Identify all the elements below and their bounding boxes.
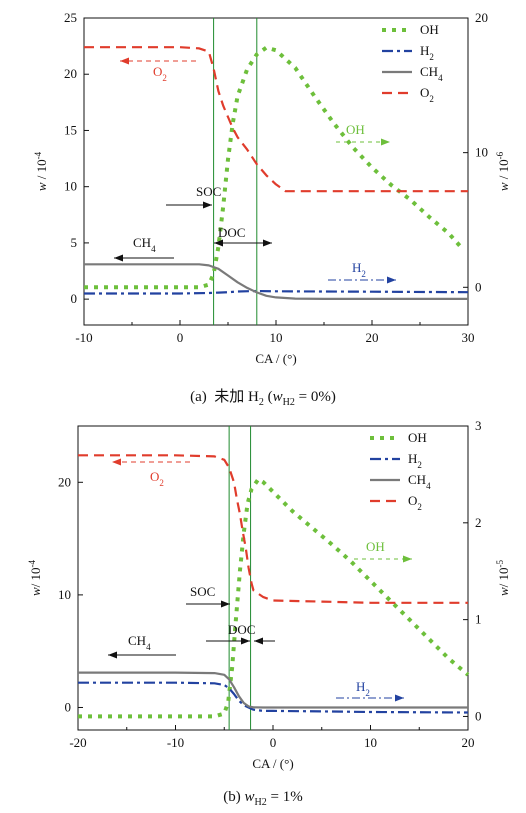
x-tick-label: 30 [462,330,475,345]
series-ch4 [78,671,468,709]
y-left-tick-label: 20 [58,474,71,489]
y-left-tick-label: 5 [71,235,78,250]
legend-label-oh: OH [420,22,439,37]
legend-label-h2: H2 [408,451,422,470]
series-h2 [84,289,469,295]
legend-label-oh: OH [408,430,427,445]
y-left-tick-label: 25 [64,10,77,25]
series-oh [84,45,465,290]
y-right-axis-label: w / 10-6 [495,151,511,191]
caption-a-prefix: (a) [190,389,207,405]
caption-a: (a) 未加 H2 (wH2 = 0%) [0,385,526,408]
y-left-tick-label: 15 [64,122,77,137]
annotation-soc: SOC [190,584,215,599]
legend-label-o2: O2 [420,85,434,104]
annotation-doc: DOC [218,225,245,240]
y-right-tick-label: 1 [475,612,482,627]
annotation-arrow-lab-ch4-head [114,254,123,262]
caption-a-var: w [272,389,283,405]
y-right-tick-label: 2 [475,515,482,530]
series-oh [78,477,470,719]
caption-b-prefix: (b) [223,789,241,805]
annotation-lab-o2: O2 [153,64,167,83]
y-left-tick-label: 10 [58,587,71,602]
y-left-tick-label: 10 [64,179,77,194]
y-right-tick-label: 0 [475,708,482,723]
legend-label-ch4: CH4 [420,64,443,83]
y-left-tick-label: 0 [71,291,78,306]
caption-b-value: = 1% [266,789,303,805]
y-left-axis-label: w / 10-4 [33,151,49,191]
annotation-arrow-lab-o2-head [112,458,121,466]
chart-panel-a: -10 0 10 20 30 0 5 10 15 20 25 0 10 20 CA / (°) w / 10-… [33,10,511,366]
y-right-tick-label: 0 [475,279,482,294]
annotation-arrow-soc-head [203,201,212,209]
x-tick-label: 0 [270,735,277,750]
annotation-lab-ch4: CH4 [133,235,156,254]
annotation-lab-h2: H2 [356,679,370,698]
annotation-arrow-lab-oh-head [381,138,390,146]
x-tick-label: -10 [167,735,184,750]
caption-b: (b) wH2 = 1% [0,789,526,808]
y-right-axis-label: w/ 10-5 [495,559,511,596]
annotation-soc: SOC [196,184,221,199]
x-tick-label: 20 [366,330,379,345]
legend-label-h2: H2 [420,43,434,62]
x-tick-label: 10 [270,330,283,345]
caption-a-paren: ( [263,389,273,405]
y-right-tick-label: 20 [475,10,488,25]
annotation-arrow-doc-head [263,239,272,247]
x-axis-label: CA / (°) [252,756,293,771]
legend-label-ch4: CH4 [408,472,431,491]
caption-b-var: w [244,789,255,805]
legend-label-o2: O2 [408,493,422,512]
annotation-arrow-lab-oh-head [403,555,412,563]
caption-a-text: 未加 H [214,389,259,405]
x-tick-label: 0 [177,330,184,345]
annotation-doc: DOC [228,622,255,637]
series-o2 [84,46,468,193]
plot-frame [83,17,469,326]
annotation-arrow-lab-o2-head [120,57,129,65]
x-tick-label: 10 [364,735,377,750]
series-o2 [78,454,468,604]
x-tick-label: -10 [75,330,92,345]
annotation-arrow-lab-h2-head [387,276,396,284]
annotation-lab-ch4: CH4 [128,633,151,652]
annotation-lab-h2: H2 [352,260,366,279]
annotation-arrow-lab-ch4-head [108,651,117,659]
caption-b-var-sub: H2 [254,797,267,808]
caption-a-var-sub: H2 [282,397,295,408]
y-left-tick-label: 0 [65,699,72,714]
series-ch4 [84,263,468,300]
x-axis-label: CA / (°) [255,351,296,366]
y-right-tick-label: 3 [475,418,482,433]
annotation-lab-oh: OH [346,122,365,137]
annotation-lab-o2: O2 [150,469,164,488]
caption-a-value: = 0%) [294,389,336,405]
y-left-tick-label: 20 [64,66,77,81]
caption-a-text-sub: 2 [258,397,264,408]
annotation-arrow-soc-head [221,600,230,608]
annotation-arrow-doc-head [241,637,250,645]
annotation-arrow-back-doc-head [214,239,223,247]
annotation-arrow-lab-h2-head [395,694,404,702]
y-left-axis-label: w/ 10-4 [27,559,43,596]
x-tick-label: -20 [69,735,86,750]
series-h2 [78,681,469,714]
y-right-tick-label: 10 [475,145,488,160]
annotation-arrow-back-doc-head [254,637,263,645]
annotation-lab-oh: OH [366,539,385,554]
x-tick-label: 20 [462,735,475,750]
